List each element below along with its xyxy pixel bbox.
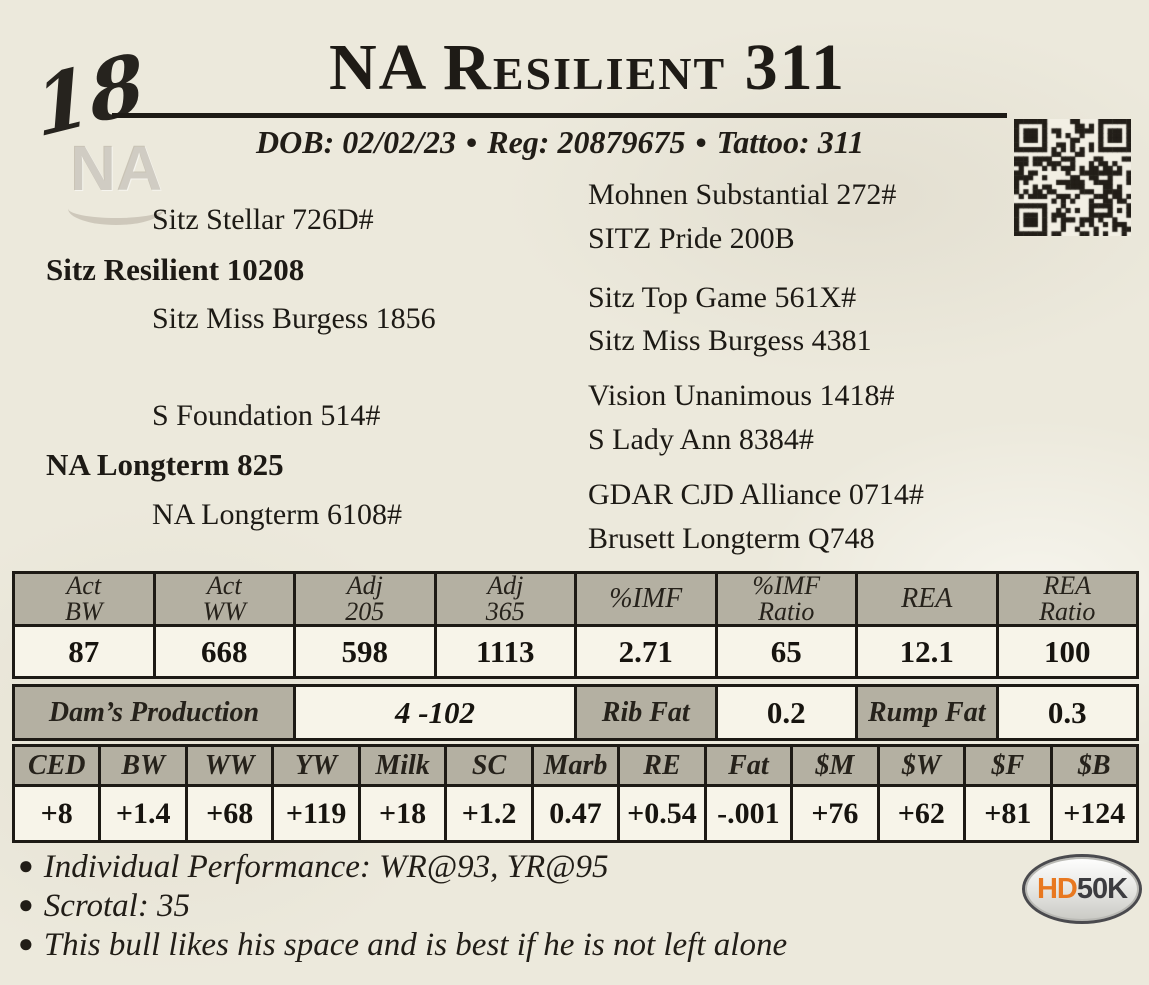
dam-production-label: Dam’s Production xyxy=(15,687,293,738)
hd50k-logo: HD 50K xyxy=(1022,854,1142,924)
epd-value-ww: +68 xyxy=(187,787,272,840)
epd-header-marb: Marb xyxy=(533,747,618,784)
pedigree-dam-dam: NA Longterm 6108# xyxy=(152,498,402,531)
perf-value-imf: 2.71 xyxy=(577,627,715,676)
page-title: NA Resilient 311 xyxy=(328,31,847,104)
epd-header-ww: WW xyxy=(187,747,272,784)
bullet-icon: ● xyxy=(18,851,34,880)
rib-fat-label: Rib Fat xyxy=(577,687,715,738)
pedigree-dam-sire: S Foundation 514# xyxy=(152,399,381,432)
tattoo-value: Tattoo: 311 xyxy=(716,124,864,160)
reg-value: Reg: 20879675 xyxy=(487,124,686,160)
pedigree-dam-dam-sire: GDAR CJD Alliance 0714# xyxy=(588,478,924,511)
epd-header-dollar-f: $F xyxy=(966,747,1050,784)
pedigree-sire-sire-sire: Mohnen Substantial 272# xyxy=(588,178,897,211)
pedigree-sire-dam-sire: Sitz Top Game 561X# xyxy=(588,281,857,314)
perf-value-rea-ratio: 100 xyxy=(998,627,1136,676)
pedigree-sire-name: Sitz Resilient 10208 xyxy=(46,252,305,287)
qr-code xyxy=(1014,119,1131,236)
epd-value-dollar-b: +124 xyxy=(1052,787,1136,840)
epd-value-re: +0.54 xyxy=(620,787,704,840)
perf-header-adj-205: Adj 205 xyxy=(296,573,434,625)
perf-value-adj-205: 598 xyxy=(296,627,434,676)
epd-header-dollar-m: $M xyxy=(793,747,877,784)
epd-value-ced: +8 xyxy=(15,787,99,840)
rib-fat-value: 0.2 xyxy=(717,687,855,738)
pedigree-dam-sire-sire: Vision Unanimous 1418# xyxy=(588,379,895,412)
info-line: DOB: 02/02/23 • Reg: 20879675 • Tattoo: 311 xyxy=(120,124,1000,161)
dam-production-row: Dam’s Production 4 -102 Rib Fat 0.2 Rump… xyxy=(12,684,1139,741)
na-watermark-logo: NA xyxy=(56,132,176,225)
epd-header-ced: CED xyxy=(15,747,99,784)
perf-value-act-bw: 87 xyxy=(15,627,153,676)
epd-header-bw: BW xyxy=(101,747,185,784)
perf-header-act-bw: Act BW xyxy=(15,573,153,625)
epd-header-dollar-w: $W xyxy=(879,747,964,784)
epd-table: CED BW WW YW Milk SC Marb RE Fat $M $W $… xyxy=(12,744,1139,843)
bullet-icon: ● xyxy=(18,929,34,958)
epd-value-fat: -.001 xyxy=(706,787,791,840)
title-underline xyxy=(112,113,1007,118)
perf-header-rea-ratio: REA Ratio xyxy=(998,573,1136,625)
epd-value-sc: +1.2 xyxy=(447,787,531,840)
na-watermark-text: NA xyxy=(69,132,163,204)
epd-value-marb: 0.47 xyxy=(533,787,618,840)
rump-fat-value: 0.3 xyxy=(998,687,1136,738)
pedigree-sire-sire: Sitz Stellar 726D# xyxy=(152,203,374,236)
perf-header-imf: %IMF xyxy=(577,574,715,624)
perf-header-rea: REA xyxy=(858,574,996,624)
pedigree-sire-dam-dam: Sitz Miss Burgess 4381 xyxy=(588,324,872,357)
note-comment: ● This bull likes his space and is best i… xyxy=(14,925,1014,964)
dam-production-value: 4 -102 xyxy=(296,687,574,738)
performance-table: Act BW Act WW Adj 205 Adj 365 %IMF %IMF Ratio… xyxy=(12,571,1139,679)
perf-value-adj-365: 1113 xyxy=(436,627,574,676)
epd-value-dollar-w: +62 xyxy=(879,787,964,840)
epd-header-sc: SC xyxy=(447,747,531,784)
epd-value-dollar-f: +81 xyxy=(966,787,1050,840)
na-watermark-dish xyxy=(68,192,164,225)
hd50k-logo-50k: 50K xyxy=(1076,872,1128,905)
dob-value: DOB: 02/02/23 xyxy=(256,124,457,160)
perf-header-adj-365: Adj 365 xyxy=(436,573,574,625)
pedigree-dam-sire-dam: S Lady Ann 8384# xyxy=(588,423,814,456)
perf-header-act-ww: Act WW xyxy=(155,573,293,625)
epd-header-yw: YW xyxy=(274,747,358,784)
notes-list: ● Individual Performance: WR@93, YR@95 ● S… xyxy=(14,847,1014,964)
pedigree-dam-dam-dam: Brusett Longterm Q748 xyxy=(588,522,875,555)
perf-header-imf-ratio: %IMF Ratio xyxy=(717,573,855,625)
bullet-icon: ● xyxy=(18,890,34,919)
bullet-separator-icon: • xyxy=(466,124,478,160)
epd-value-bw: +1.4 xyxy=(101,787,185,840)
pedigree-dam-name: NA Longterm 825 xyxy=(46,447,284,482)
perf-value-act-ww: 668 xyxy=(155,627,293,676)
note-individual-performance: ● Individual Performance: WR@93, YR@95 xyxy=(14,847,1014,886)
epd-value-milk: +18 xyxy=(360,787,445,840)
epd-value-yw: +119 xyxy=(274,787,358,840)
hd50k-logo-hd: HD xyxy=(1036,872,1078,905)
pedigree-sire-sire-dam: SITZ Pride 200B xyxy=(588,222,795,255)
note-scrotal: ● Scrotal: 35 xyxy=(14,886,1014,925)
perf-value-rea: 12.1 xyxy=(858,627,996,676)
epd-header-dollar-b: $B xyxy=(1052,747,1136,784)
epd-header-re: RE xyxy=(620,747,704,784)
bullet-separator-icon: • xyxy=(695,124,707,160)
pedigree-sire-dam: Sitz Miss Burgess 1856 xyxy=(152,302,436,335)
epd-value-dollar-m: +76 xyxy=(793,787,877,840)
epd-header-fat: Fat xyxy=(706,747,791,784)
perf-value-imf-ratio: 65 xyxy=(717,627,855,676)
epd-header-milk: Milk xyxy=(360,747,445,784)
rump-fat-label: Rump Fat xyxy=(858,687,996,738)
